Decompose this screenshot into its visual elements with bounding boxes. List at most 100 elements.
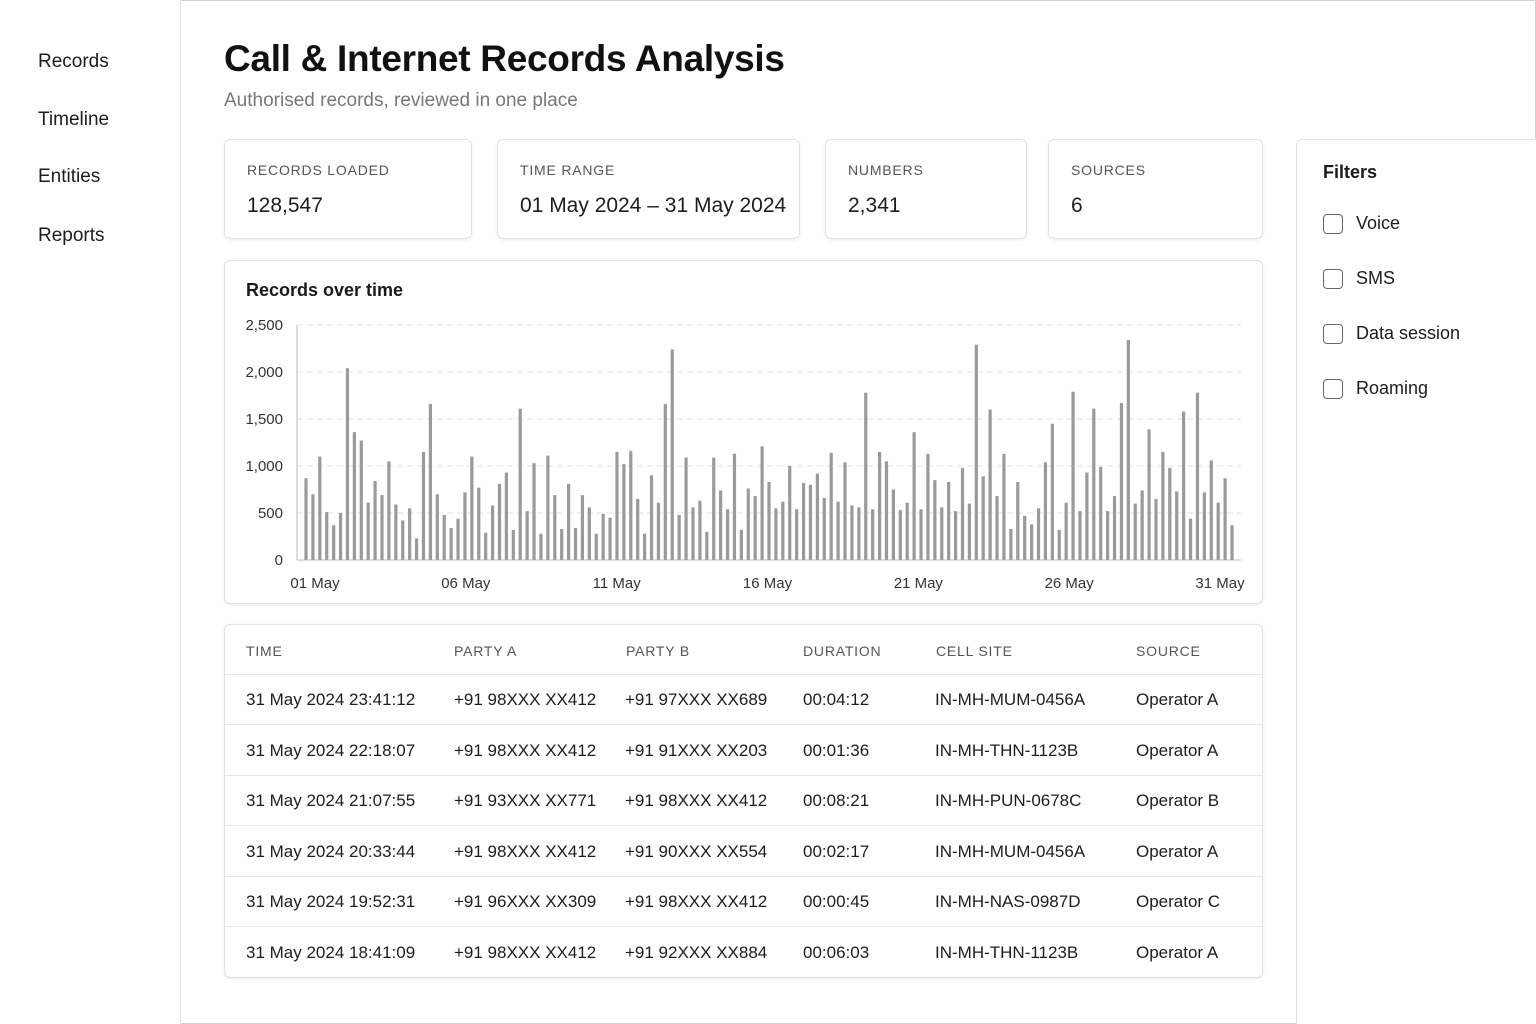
bar [408,508,412,560]
bar [1071,391,1075,560]
x-tick-label: 11 May [593,575,642,592]
bar [428,403,432,560]
bar [1195,392,1200,560]
data-session-checkbox[interactable] [1323,324,1343,344]
bar [739,529,743,560]
bar [656,502,661,560]
table-row[interactable]: 31 May 2024 22:18:07 +91 98XXX XX412 +91 9… [225,726,1262,776]
sidebar-item-reports[interactable]: Reports [38,225,105,246]
bar [912,432,916,560]
cell-source: Operator A [1136,740,1219,760]
bar [332,525,336,560]
bar [988,409,992,560]
bar [926,453,930,560]
sidebar: Records Timeline Entities Reports [0,0,181,1024]
bar [1002,453,1006,560]
bar-chart: 0 500 1,000 1,500 2,000 2,500 01 May 06 May 11 M… [245,317,1245,592]
bar [608,517,612,560]
bar [712,457,716,560]
column-header-source[interactable]: SOURCE [1136,643,1201,659]
cell-party-a: +91 98XXX XX412 [454,942,597,962]
bar [414,538,419,560]
bar [698,500,702,560]
bar [1161,451,1165,560]
column-header-party-b[interactable]: PARTY B [626,643,690,659]
bar [760,446,764,560]
bar [940,507,944,560]
filter-label: Roaming [1356,378,1429,398]
stat-value: 6 [1071,194,1083,217]
table-row[interactable]: 31 May 2024 21:07:55 +91 93XXX XX771 +91 9… [225,776,1262,826]
cell-party-b: +91 92XXX XX884 [625,942,768,962]
bar [546,455,550,560]
bar [532,463,536,560]
bar [808,484,813,560]
bar [594,533,598,560]
cell-party-b: +91 98XXX XX412 [625,791,768,810]
bar [366,502,370,560]
bar [767,481,771,560]
page-title: Call & Internet Records Analysis [224,38,785,79]
column-header-party-a[interactable]: PARTY A [454,643,518,659]
filter-label: Data session [1356,323,1461,343]
x-tick-label: 06 May [441,575,491,592]
bar [670,349,674,560]
bar [864,392,868,560]
bar [497,483,502,560]
filters-panel: Filters Voice SMS Data session Roaming [1296,139,1536,1024]
cell-source: Operator B [1136,791,1220,810]
cell-time: 31 May 2024 21:07:55 [246,791,416,810]
bar [753,496,757,560]
bar [1133,503,1137,560]
stat-card-time-range: TIME RANGE 01 May 2024 – 31 May 2024 [497,139,800,239]
bar [587,507,591,560]
bar [746,488,750,560]
bar [1154,498,1158,560]
bar [352,432,356,560]
cell-source: Operator A [1136,690,1219,709]
cell-party-a: +91 96XXX XX309 [454,892,597,911]
bar [421,451,426,560]
bar [560,528,564,560]
bar [380,495,384,560]
cell-duration: 00:01:36 [803,740,870,760]
bar [960,467,965,560]
cell-party-b: +91 91XXX XX203 [625,740,768,760]
bar [649,475,654,560]
bar [1016,481,1020,560]
y-tick-label: 1,000 [245,458,283,475]
stat-card-numbers: NUMBERS 2,341 [825,139,1027,239]
roaming-checkbox[interactable] [1323,379,1343,399]
sidebar-item-records[interactable]: Records [38,51,109,72]
cell-party-a: +91 93XXX XX771 [454,791,597,810]
sidebar-item-entities[interactable]: Entities [38,166,101,187]
column-header-duration[interactable]: DURATION [803,643,882,659]
column-header-cell-site[interactable]: CELL SITE [936,643,1013,659]
cell-time: 31 May 2024 23:41:12 [246,690,416,709]
bar [822,497,826,560]
table-row[interactable]: 31 May 2024 20:33:44 +91 98XXX XX412 +91 9… [225,827,1262,877]
table-row[interactable]: 31 May 2024 19:52:31 +91 96XXX XX309 +91 9… [225,877,1262,927]
table-row[interactable]: 31 May 2024 18:41:09 +91 98XXX XX412 +91 9… [225,928,1262,978]
bar [484,532,488,560]
bar [1030,524,1034,560]
bar [725,509,730,560]
bar [919,509,923,560]
bar [705,531,709,560]
bar [449,528,453,560]
bar [1175,491,1179,560]
bar [1057,529,1061,560]
bar [1085,472,1089,560]
filters-title: Filters [1323,162,1378,182]
cell-site: IN-MH-NAS-0987D [935,892,1081,911]
y-tick-label: 500 [258,505,283,522]
sidebar-item-timeline[interactable]: Timeline [38,109,110,130]
column-header-time[interactable]: TIME [246,643,283,659]
records-over-time-chart: Records over time 0 500 1,000 1,500 2,000 2,5… [224,260,1263,604]
bar [1064,502,1068,560]
voice-checkbox[interactable] [1323,214,1343,234]
bar [477,487,481,560]
table-row[interactable]: 31 May 2024 23:41:12 +91 98XXX XX412 +91 9… [225,675,1262,725]
sms-checkbox[interactable] [1323,269,1343,289]
bar [857,507,861,560]
